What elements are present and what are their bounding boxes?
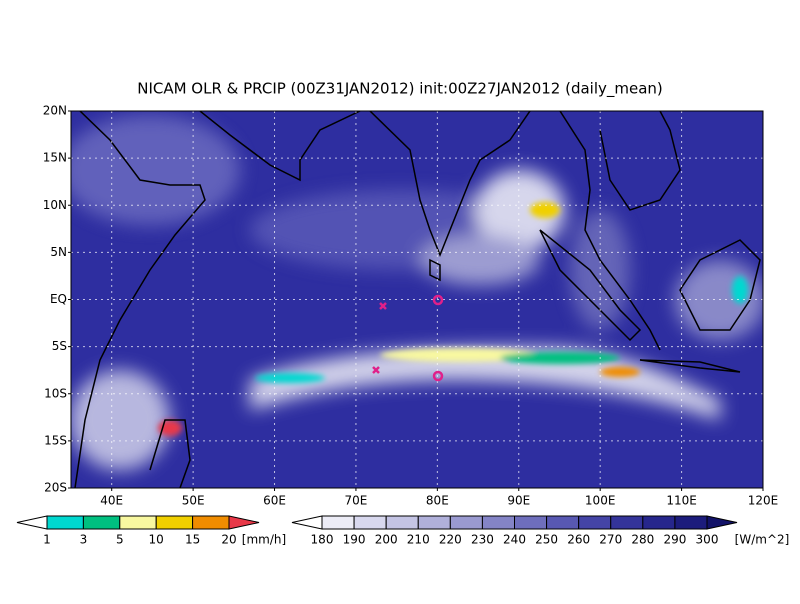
legend-label: 290 [663, 533, 686, 547]
legend-label: 180 [311, 533, 334, 547]
legend-label: 250 [535, 533, 558, 547]
legend-label: 20 [221, 533, 236, 547]
legend-under [291, 515, 323, 530]
lat-label: 15N [43, 151, 67, 165]
legend-box [192, 515, 230, 530]
legend-box [514, 515, 548, 530]
legend-box [481, 515, 515, 530]
lat-label: 20N [43, 104, 67, 118]
lon-label: 40E [100, 494, 123, 508]
lon-label: 100E [585, 494, 616, 508]
legend-box [385, 515, 419, 530]
legend-box [449, 515, 483, 530]
legend-box [119, 515, 157, 530]
legend-label: 5 [116, 533, 124, 547]
lon-label: 110E [666, 494, 697, 508]
lat-label: 10S [44, 386, 67, 400]
map-title: NICAM OLR & PRCIP (00Z31JAN2012) init:00… [137, 80, 663, 99]
legend-box [546, 515, 580, 530]
lon-label: 80E [426, 494, 449, 508]
legend-box [321, 515, 355, 530]
legend-box [674, 515, 708, 530]
legend-label: 210 [407, 533, 430, 547]
lon-label: 90E [507, 494, 530, 508]
lat-label: 10N [43, 198, 67, 212]
legend-label: 300 [696, 533, 719, 547]
lon-label: 50E [182, 494, 205, 508]
legend-label: 3 [80, 533, 88, 547]
lon-label: 60E [263, 494, 286, 508]
legend-label: 200 [375, 533, 398, 547]
storm-markers [372, 294, 444, 382]
legend-under [16, 515, 48, 530]
legend-label: 190 [343, 533, 366, 547]
map-field [71, 111, 763, 488]
legend-box [353, 515, 387, 530]
lat-label: 15S [44, 433, 67, 447]
lat-label: 20S [44, 481, 67, 495]
lon-label: 70E [345, 494, 368, 508]
legend-unit: [mm/h] [242, 533, 286, 547]
legend-box [82, 515, 121, 530]
legend-box [578, 515, 612, 530]
grid [71, 111, 763, 488]
legend-label: 220 [439, 533, 462, 547]
legend-unit: [W/m^2] [735, 533, 790, 547]
legend-label: 260 [567, 533, 590, 547]
coastlines [74, 111, 761, 488]
legend-label: 230 [471, 533, 494, 547]
lat-label: EQ [50, 292, 67, 306]
legend-label: 1 [43, 533, 51, 547]
legend-over [228, 515, 260, 530]
legend-label: 240 [503, 533, 526, 547]
legend-box [610, 515, 644, 530]
legend-box [46, 515, 84, 530]
legend-box [155, 515, 194, 530]
legend-label: 270 [599, 533, 622, 547]
legend-label: 280 [631, 533, 654, 547]
legend-box [642, 515, 676, 530]
legend-over [706, 515, 738, 530]
legend-label: 15 [185, 533, 200, 547]
lat-label: 5S [52, 339, 67, 353]
legend-box [417, 515, 451, 530]
legend-label: 10 [149, 533, 164, 547]
lon-label: 120E [748, 494, 779, 508]
lat-label: 5N [50, 245, 67, 259]
